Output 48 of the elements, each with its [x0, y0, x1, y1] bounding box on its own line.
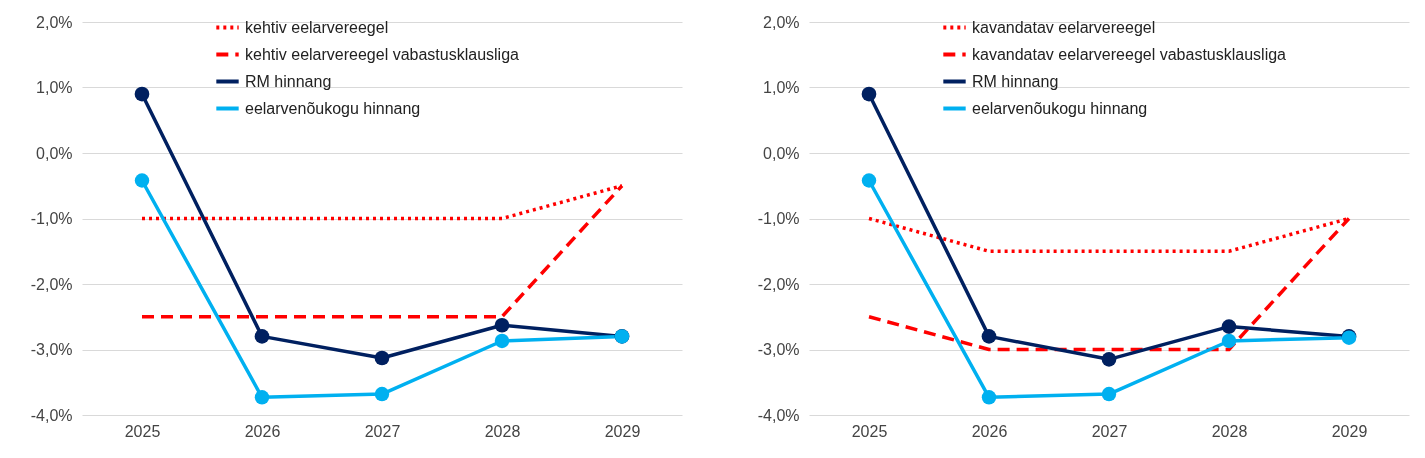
y-tick-label: 1,0% [36, 79, 73, 96]
point [861, 173, 877, 188]
x-tick-label: 2028 [484, 422, 521, 440]
y-tick-label: 0,0% [763, 144, 800, 162]
legend-label: kavandatav eelarvereegel [972, 18, 1156, 36]
x-tick-label: 2027 [1091, 422, 1128, 440]
legend-label: RM hinnang [245, 72, 332, 90]
y-tick-label: -3,0% [757, 341, 800, 358]
x-tick-label: 2025 [124, 422, 161, 440]
legend-label: RM hinnang [972, 72, 1059, 90]
point [134, 173, 150, 188]
y-tick-label: -3,0% [30, 341, 73, 358]
point [1221, 319, 1237, 334]
legend-label: kehtiv eelarvereegel vabastusklausliga [245, 45, 520, 63]
y-tick-label: -2,0% [30, 275, 73, 293]
x-tick-label: 2026 [244, 422, 281, 440]
y-tick-label: 2,0% [36, 13, 73, 31]
y-tick-label: -1,0% [30, 210, 73, 227]
y-tick-label: 0,0% [36, 144, 73, 162]
legend-label: kehtiv eelarvereegel [245, 18, 389, 36]
point [981, 329, 997, 344]
point [494, 333, 510, 349]
point [134, 86, 150, 102]
y-tick-label: 1,0% [763, 79, 800, 96]
x-tick-label: 2029 [1331, 422, 1368, 440]
x-tick-label: 2026 [971, 422, 1008, 440]
point [374, 350, 390, 366]
x-tick-label: 2028 [1211, 422, 1248, 440]
x-tick-label: 2027 [364, 422, 401, 440]
point [1101, 386, 1117, 402]
point [254, 390, 270, 405]
legend-label: eelarvenõukogu hinnang [972, 99, 1148, 117]
x-tick-label: 2029 [604, 422, 641, 440]
point [981, 390, 997, 405]
legend-label: eelarvenõukogu hinnang [245, 99, 421, 117]
point [1101, 351, 1117, 367]
point [494, 317, 510, 333]
y-tick-label: -4,0% [30, 406, 73, 424]
point [861, 86, 877, 102]
point [374, 386, 390, 402]
legend-label: kavandatav eelarvereegel vabastusklausliga [972, 45, 1287, 63]
x-tick-label: 2025 [851, 422, 888, 440]
y-tick-label: 2,0% [763, 13, 800, 31]
y-tick-label: -4,0% [757, 406, 800, 424]
point [254, 329, 270, 344]
y-tick-label: -2,0% [757, 275, 800, 293]
y-tick-label: -1,0% [757, 210, 800, 227]
point [1221, 333, 1237, 349]
